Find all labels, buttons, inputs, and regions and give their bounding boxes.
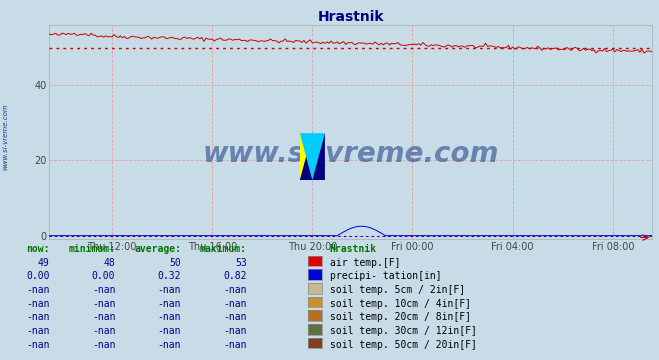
Polygon shape xyxy=(300,157,312,180)
Text: -nan: -nan xyxy=(26,326,49,336)
Text: 0.32: 0.32 xyxy=(158,271,181,282)
Text: soil temp. 5cm / 2in[F]: soil temp. 5cm / 2in[F] xyxy=(330,285,465,295)
Text: maximum:: maximum: xyxy=(200,244,247,254)
Text: www.si-vreme.com: www.si-vreme.com xyxy=(203,140,499,168)
Text: -nan: -nan xyxy=(223,326,247,336)
Text: -nan: -nan xyxy=(223,299,247,309)
Text: precipi- tation[in]: precipi- tation[in] xyxy=(330,271,441,282)
Text: -nan: -nan xyxy=(158,312,181,323)
Text: 0.82: 0.82 xyxy=(223,271,247,282)
Text: -nan: -nan xyxy=(158,285,181,295)
Title: Hrastnik: Hrastnik xyxy=(318,10,384,24)
Text: -nan: -nan xyxy=(92,285,115,295)
Text: Hrastnik: Hrastnik xyxy=(330,244,376,254)
Text: soil temp. 10cm / 4in[F]: soil temp. 10cm / 4in[F] xyxy=(330,299,471,309)
Text: -nan: -nan xyxy=(223,285,247,295)
Text: air temp.[F]: air temp.[F] xyxy=(330,258,400,268)
Text: -nan: -nan xyxy=(26,299,49,309)
Text: soil temp. 30cm / 12in[F]: soil temp. 30cm / 12in[F] xyxy=(330,326,476,336)
Text: -nan: -nan xyxy=(158,326,181,336)
Text: soil temp. 20cm / 8in[F]: soil temp. 20cm / 8in[F] xyxy=(330,312,471,323)
Text: -nan: -nan xyxy=(26,285,49,295)
Text: -nan: -nan xyxy=(158,299,181,309)
Text: 0.00: 0.00 xyxy=(92,271,115,282)
Polygon shape xyxy=(300,133,312,180)
Text: -nan: -nan xyxy=(223,312,247,323)
Text: 50: 50 xyxy=(169,258,181,268)
Text: average:: average: xyxy=(134,244,181,254)
Polygon shape xyxy=(300,133,325,180)
Text: 48: 48 xyxy=(103,258,115,268)
Text: -nan: -nan xyxy=(92,299,115,309)
Text: now:: now: xyxy=(26,244,49,254)
Polygon shape xyxy=(312,133,325,180)
Text: soil temp. 50cm / 20in[F]: soil temp. 50cm / 20in[F] xyxy=(330,340,476,350)
Text: 49: 49 xyxy=(38,258,49,268)
Text: -nan: -nan xyxy=(92,312,115,323)
Text: -nan: -nan xyxy=(26,312,49,323)
Text: -nan: -nan xyxy=(92,340,115,350)
Text: -nan: -nan xyxy=(158,340,181,350)
Text: -nan: -nan xyxy=(92,326,115,336)
Text: 0.00: 0.00 xyxy=(26,271,49,282)
Text: minimum:: minimum: xyxy=(69,244,115,254)
Text: -nan: -nan xyxy=(223,340,247,350)
Text: www.si-vreme.com: www.si-vreme.com xyxy=(2,103,9,170)
Text: 53: 53 xyxy=(235,258,247,268)
Text: -nan: -nan xyxy=(26,340,49,350)
